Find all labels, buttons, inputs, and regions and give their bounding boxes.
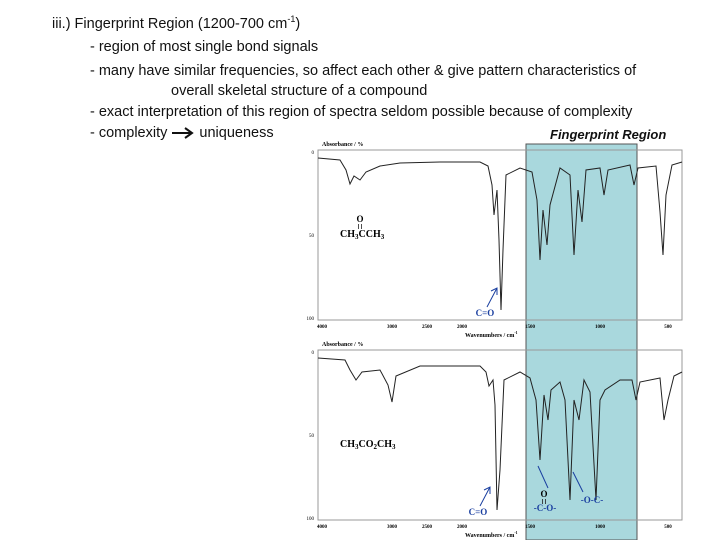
carbonyl-o: O — [540, 489, 547, 499]
x-tick-label: 1000 — [595, 525, 606, 530]
bond-label: -C-O- — [534, 503, 557, 513]
x-axis-label: Wavenumbers / cm-1 — [465, 330, 518, 339]
carbonyl-o: O — [356, 214, 363, 224]
x-tick-label: 4000 — [317, 525, 328, 530]
title: iii.) Fingerprint Region (1200-700 cm-1) — [52, 14, 300, 32]
bond-label: -O-C- — [581, 495, 604, 505]
formula-subscript: 3 — [355, 233, 359, 241]
x-tick-label: 1500 — [525, 325, 536, 330]
double-bond — [358, 224, 362, 229]
bullet-text: uniqueness — [199, 125, 274, 141]
x-axis-label-text: Wavenumbers / cm — [465, 333, 514, 339]
formula: CH3CCH3 — [340, 229, 385, 241]
formula-part: CH — [377, 439, 392, 450]
x-tick-label: 2500 — [422, 325, 433, 330]
x-tick-label: 500 — [664, 525, 672, 530]
x-tick-label: 2000 — [457, 525, 468, 530]
x-tick-label: 4000 — [317, 325, 328, 330]
peak-label: C=O — [469, 507, 488, 517]
double-bond — [542, 499, 546, 504]
plot-frame — [317, 149, 683, 321]
y-tick-label: 100 — [307, 317, 315, 322]
peak-label: C=O — [476, 308, 495, 318]
formula-part: CO — [359, 439, 374, 450]
x-tick-label: 2000 — [457, 325, 468, 330]
x-axis-label: Wavenumbers / cm-1 — [465, 530, 518, 539]
formula-subscript: 3 — [355, 443, 359, 451]
formula-subscript: 3 — [381, 233, 385, 241]
y-tick-label: 0 — [312, 151, 315, 156]
x-tick-label: 500 — [664, 325, 672, 330]
fingerprint-highlight — [525, 143, 638, 540]
x-tick-label: 3000 — [387, 525, 398, 530]
formula: CH3CO2CH3 — [340, 439, 396, 451]
title-text: iii.) Fingerprint Region (1200-700 cm — [52, 15, 288, 32]
bullet-text: - complexity — [90, 125, 168, 141]
x-tick-label: 2500 — [422, 525, 433, 530]
x-axis-label-sup: -1 — [514, 330, 517, 335]
x-axis-label-text: Wavenumbers / cm — [465, 533, 514, 539]
x-tick-label: 1000 — [595, 325, 606, 330]
y-tick-label: 50 — [309, 234, 315, 239]
formula-part: CCH — [359, 229, 381, 240]
plot-frame — [317, 349, 683, 521]
y-axis-label: Absorbance / % — [322, 342, 363, 348]
region-label: Fingerprint Region — [550, 127, 667, 142]
y-axis-label: Absorbance / % — [322, 142, 363, 148]
peak-arrow — [486, 287, 498, 308]
x-tick-label: 1500 — [525, 525, 536, 530]
title-sup: -1 — [287, 14, 296, 24]
spectrum-line — [317, 357, 683, 511]
x-tick-label: 3000 — [387, 325, 398, 330]
spectrum-line — [317, 157, 683, 311]
y-tick-label: 50 — [309, 434, 315, 439]
formula-part: CH — [340, 439, 355, 450]
bond-arrow — [537, 465, 584, 493]
bullet: - complexity uniqueness — [90, 125, 274, 141]
title-end: ) — [295, 15, 301, 32]
bullet: - many have similar frequencies, so affe… — [90, 63, 637, 79]
x-axis-label-sup: -1 — [514, 530, 517, 535]
bullet-continuation: overall skeletal structure of a compound — [171, 83, 428, 99]
formula-subscript: 3 — [392, 443, 396, 451]
bullet: - region of most single bond signals — [90, 39, 319, 55]
y-tick-label: 100 — [307, 517, 315, 522]
y-tick-label: 0 — [312, 351, 315, 356]
bullet: - exact interpretation of this region of… — [90, 104, 633, 120]
peak-arrow — [479, 486, 491, 507]
arrow-icon — [172, 127, 195, 139]
formula-part: CH — [340, 229, 355, 240]
formula-subscript: 2 — [374, 443, 378, 451]
